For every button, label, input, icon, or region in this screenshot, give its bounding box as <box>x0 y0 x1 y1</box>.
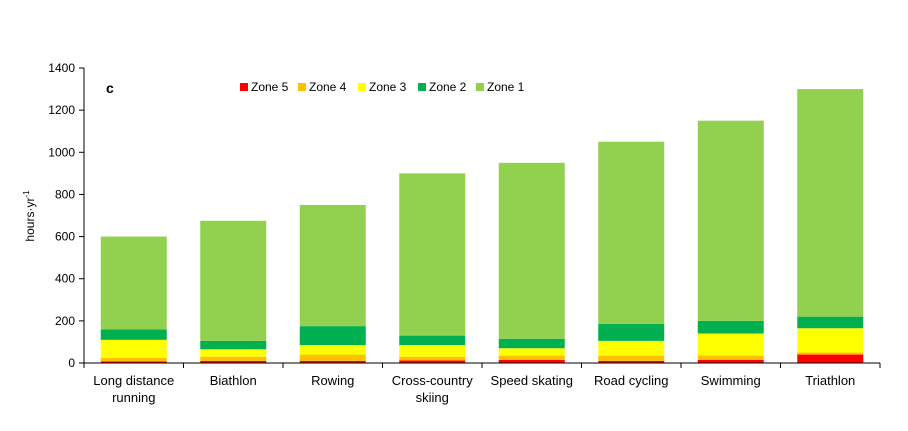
bar-segment-zone5-1 <box>200 360 267 363</box>
x-tick-label: Long distance running <box>93 373 174 405</box>
x-tick-label: Rowing <box>311 373 354 388</box>
y-tick-label: 200 <box>55 314 75 328</box>
bar-segment-zone3-4 <box>498 348 565 356</box>
y-axis-label-superscript: -1 <box>22 190 31 198</box>
bar-segment-zone2-7 <box>797 316 864 329</box>
legend-label-zone5: Zone 5 <box>251 80 289 94</box>
bar-segment-zone3-7 <box>797 328 864 353</box>
bar-segment-zone3-2 <box>299 345 366 355</box>
y-tick-label: 600 <box>55 230 75 244</box>
legend-swatch-zone5 <box>240 83 248 91</box>
legend-swatch-zone2 <box>418 83 426 91</box>
legend-swatch-zone3 <box>358 83 366 91</box>
bar-segment-zone1-5 <box>598 141 665 325</box>
y-axis-label-text: hours·yr <box>23 198 37 242</box>
x-tick-label: Swimming <box>701 373 761 388</box>
x-tick-label-line: Speed skating <box>491 373 573 388</box>
legend-label-zone1: Zone 1 <box>487 80 525 94</box>
legend-label-zone4: Zone 4 <box>309 80 347 94</box>
y-axis-label: hours·yr-1 <box>22 190 37 242</box>
x-tick-label-line: Long distance <box>93 373 174 388</box>
y-tick-label: 800 <box>55 187 75 201</box>
y-tick-label: 1000 <box>48 145 75 159</box>
legend-label-zone3: Zone 3 <box>369 80 407 94</box>
bar-segment-zone1-7 <box>797 89 864 317</box>
x-tick-label: Speed skating <box>491 373 573 388</box>
bar-segment-zone2-5 <box>598 324 665 341</box>
x-tick-label-line: Cross-country <box>392 373 473 388</box>
x-tick-label-line: Road cycling <box>594 373 668 388</box>
panel-label: c <box>106 80 114 96</box>
x-tick-label-line: Triathlon <box>805 373 855 388</box>
bar-segment-zone5-2 <box>299 360 366 363</box>
axes-group: 0 200 400 600 800 1000 1200 1400 Long distance ru… <box>48 61 881 405</box>
bar-segment-zone4-7 <box>797 352 864 355</box>
legend-swatch-zone4 <box>298 83 306 91</box>
x-tick-label-line: Swimming <box>701 373 761 388</box>
legend-swatch-zone1 <box>476 83 484 91</box>
bar-segment-zone1-1 <box>200 220 267 341</box>
bar-segment-zone5-4 <box>498 359 565 363</box>
bar-segment-zone3-0 <box>100 339 167 358</box>
bar-segment-zone3-5 <box>598 340 665 356</box>
bar-segment-zone4-0 <box>100 357 167 362</box>
x-tick-label-line: running <box>112 390 155 405</box>
bar-segment-zone3-1 <box>200 349 267 357</box>
x-tick-label-line: skiing <box>416 390 449 405</box>
bar-segment-zone4-2 <box>299 354 366 361</box>
bar-segment-zone4-6 <box>697 355 764 360</box>
bar-segment-zone1-4 <box>498 162 565 339</box>
x-tick-label: Biathlon <box>210 373 257 388</box>
x-tick-label: Cross-country skiing <box>392 373 473 405</box>
bar-segment-zone2-2 <box>299 326 366 346</box>
legend: Zone 5 Zone 4 Zone 3 Zone 2 Zone 1 <box>240 80 525 94</box>
bar-segment-zone4-1 <box>200 356 267 361</box>
y-tick-label: 0 <box>68 356 75 370</box>
bar-segment-zone1-2 <box>299 204 366 327</box>
legend-label-zone2: Zone 2 <box>429 80 467 94</box>
bar-segment-zone5-6 <box>697 359 764 363</box>
bar-segment-zone2-4 <box>498 338 565 349</box>
bars-group <box>100 89 864 363</box>
bar-segment-zone1-3 <box>399 173 466 336</box>
bar-segment-zone5-0 <box>100 361 167 363</box>
y-tick-label: 400 <box>55 272 75 286</box>
bar-segment-zone1-0 <box>100 236 167 330</box>
bar-segment-zone4-3 <box>399 356 466 361</box>
bar-segment-zone5-5 <box>598 360 665 363</box>
bar-segment-zone5-7 <box>797 354 864 363</box>
bar-segment-zone2-3 <box>399 335 466 346</box>
x-tick-label-line: Biathlon <box>210 373 257 388</box>
bar-segment-zone2-6 <box>697 320 764 334</box>
bar-segment-zone4-4 <box>498 355 565 360</box>
bar-segment-zone2-0 <box>100 329 167 340</box>
x-tick-label: Road cycling <box>594 373 668 388</box>
bar-segment-zone5-3 <box>399 360 466 363</box>
y-tick-label: 1400 <box>48 61 75 75</box>
bar-segment-zone4-5 <box>598 355 665 361</box>
x-tick-label-line: Rowing <box>311 373 354 388</box>
bar-segment-zone1-6 <box>697 120 764 321</box>
bar-segment-zone3-3 <box>399 345 466 357</box>
bar-segment-zone2-1 <box>200 340 267 350</box>
y-tick-label: 1200 <box>48 103 75 117</box>
bar-segment-zone3-6 <box>697 333 764 356</box>
x-tick-label: Triathlon <box>805 373 855 388</box>
